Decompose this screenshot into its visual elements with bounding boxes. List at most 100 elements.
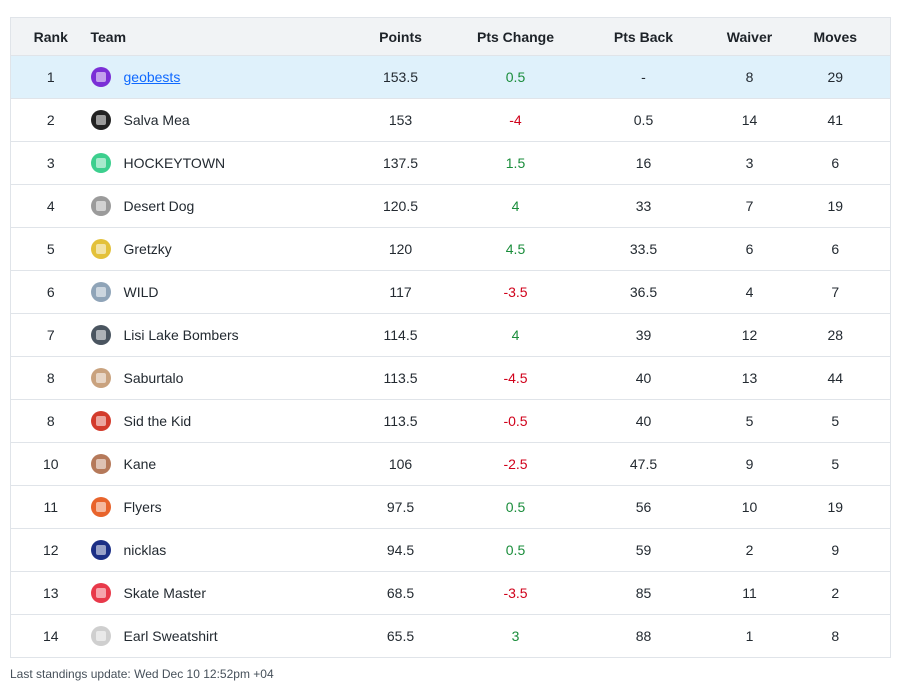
pts-change-cell: -0.5 [503, 413, 528, 429]
jersey-icon [95, 72, 106, 82]
moves-cell: 5 [831, 456, 840, 472]
pts-change-cell: -4.5 [503, 370, 528, 386]
pts-back-cell: 56 [635, 499, 652, 515]
team-avatar[interactable] [90, 67, 111, 87]
table-row: 4 Desert Dog 120.5 4 33 7 19 [10, 184, 891, 228]
moves-cell: 28 [827, 327, 844, 343]
pts-change-cell: 1.5 [505, 155, 526, 171]
team-avatar[interactable] [90, 626, 111, 646]
table-row: 5 Gretzky 120 4.5 33.5 6 6 [10, 227, 891, 271]
rank-cell: 6 [46, 284, 55, 300]
team-cell: Desert Dog [90, 185, 339, 228]
team-cell: WILD [90, 271, 339, 314]
team-name-link[interactable]: Lisi Lake Bombers [123, 327, 239, 343]
points-cell: 153.5 [382, 69, 419, 85]
team-info: Desert Dog [90, 196, 339, 216]
team-cell: Lisi Lake Bombers [90, 314, 339, 357]
header-moves: Moves [813, 28, 858, 45]
team-info: HOCKEYTOWN [90, 153, 339, 173]
team-avatar[interactable] [90, 239, 111, 259]
team-info: Kane [90, 454, 339, 474]
team-info: Flyers [90, 497, 339, 517]
team-name-link[interactable]: WILD [123, 284, 159, 300]
pts-back-cell: 33 [635, 198, 652, 214]
waiver-cell: 14 [741, 112, 758, 128]
team-name-link[interactable]: Saburtalo [123, 370, 184, 386]
moves-cell: 19 [827, 198, 844, 214]
face-icon [95, 459, 106, 469]
rank-cell: 11 [43, 499, 59, 515]
moves-cell: 41 [827, 112, 844, 128]
standings-container: Rank Team Points Pts Change Pts Back Wai… [10, 17, 891, 658]
team-name-link[interactable]: geobests [123, 69, 181, 85]
team-info: Skate Master [90, 583, 339, 603]
waiver-cell: 11 [742, 585, 757, 601]
team-info: Salva Mea [90, 110, 339, 130]
points-cell: 106 [388, 456, 413, 472]
team-name-link[interactable]: HOCKEYTOWN [123, 155, 226, 171]
team-avatar[interactable] [90, 583, 111, 603]
moves-cell: 29 [827, 69, 844, 85]
pts-back-cell: 59 [635, 542, 652, 558]
table-row: 8 Saburtalo 113.5 -4.5 40 13 44 [10, 356, 891, 400]
team-avatar[interactable] [90, 454, 111, 474]
team-info: nicklas [90, 540, 339, 560]
points-cell: 97.5 [386, 499, 415, 515]
team-name-link[interactable]: Salva Mea [123, 112, 190, 128]
team-cell: nicklas [90, 529, 339, 572]
points-cell: 153 [388, 112, 413, 128]
header-pts-change: Pts Change [476, 28, 554, 45]
team-avatar[interactable] [90, 411, 111, 431]
team-cell: Kane [90, 443, 339, 486]
table-row: 13 Skate Master 68.5 -3.5 85 11 2 [10, 571, 891, 615]
team-cell: Skate Master [90, 572, 339, 615]
team-avatar[interactable] [90, 540, 111, 560]
header-waiver: Waiver [726, 28, 773, 45]
team-info: Earl Sweatshirt [90, 626, 339, 646]
points-cell: 137.5 [382, 155, 419, 171]
header-points: Points [379, 28, 422, 45]
points-cell: 120 [388, 241, 413, 257]
table-row: 8 Sid the Kid 113.5 -0.5 40 5 5 [10, 399, 891, 443]
team-avatar[interactable] [90, 110, 111, 130]
rank-cell: 7 [46, 327, 55, 343]
team-name-link[interactable]: Skate Master [123, 585, 206, 601]
team-cell: Gretzky [90, 228, 339, 271]
team-cell: Saburtalo [90, 357, 339, 400]
pts-change-cell: 0.5 [505, 542, 526, 558]
team-name-link[interactable]: Sid the Kid [123, 413, 192, 429]
team-avatar[interactable] [90, 153, 111, 173]
table-row: 6 WILD 117 -3.5 36.5 4 7 [10, 270, 891, 314]
team-name-link[interactable]: Earl Sweatshirt [123, 628, 218, 644]
rank-cell: 10 [42, 456, 59, 472]
moves-cell: 6 [831, 241, 840, 257]
moves-cell: 19 [827, 499, 844, 515]
team-name-link[interactable]: Desert Dog [123, 198, 195, 214]
team-avatar[interactable] [90, 282, 111, 302]
waiver-cell: 6 [745, 241, 754, 257]
team-avatar[interactable] [90, 368, 111, 388]
waiver-cell: 2 [745, 542, 754, 558]
team-info: Sid the Kid [90, 411, 339, 431]
logo-icon [95, 631, 106, 641]
team-name-link[interactable]: Flyers [123, 499, 162, 515]
rank-cell: 5 [46, 241, 55, 257]
waiver-cell: 7 [745, 198, 754, 214]
rank-cell: 8 [46, 413, 55, 429]
waiver-cell: 1 [745, 628, 754, 644]
team-name-link[interactable]: nicklas [123, 542, 167, 558]
team-avatar[interactable] [90, 497, 111, 517]
pts-change-cell: -4 [509, 112, 522, 128]
team-avatar[interactable] [90, 196, 111, 216]
waiver-cell: 4 [745, 284, 754, 300]
team-name-link[interactable]: Kane [123, 456, 157, 472]
team-info: WILD [90, 282, 339, 302]
pts-change-cell: -3.5 [503, 585, 528, 601]
points-cell: 113.5 [383, 413, 418, 429]
rank-cell: 4 [46, 198, 55, 214]
team-name-link[interactable]: Gretzky [123, 241, 172, 257]
waiver-cell: 10 [741, 499, 758, 515]
team-avatar[interactable] [90, 325, 111, 345]
table-row: 12 nicklas 94.5 0.5 59 2 9 [10, 528, 891, 572]
pts-change-cell: 3 [511, 628, 520, 644]
